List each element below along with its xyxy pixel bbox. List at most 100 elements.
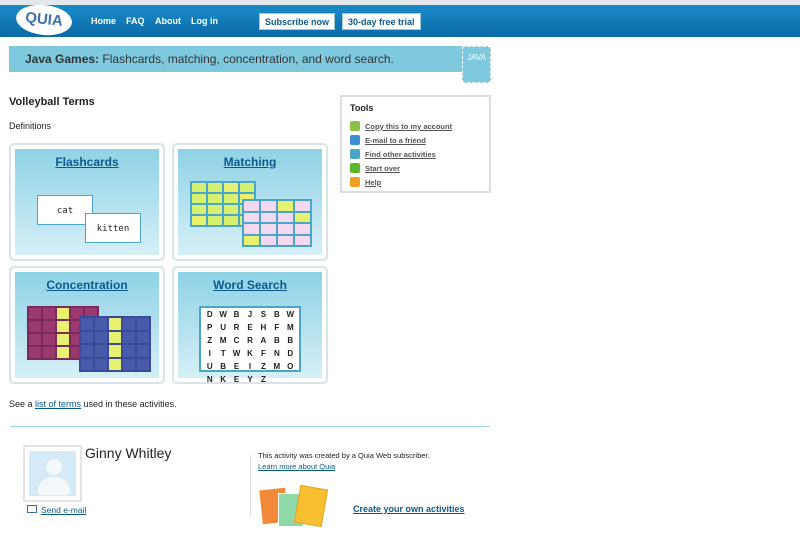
free-trial-button[interactable]: 30-day free trial <box>342 13 421 30</box>
grid-tile <box>208 194 222 203</box>
flashcards-card[interactable]: Flashcards cat kitten <box>9 143 165 261</box>
word-search-letter: B <box>273 336 280 345</box>
grid-tile <box>29 321 41 332</box>
tool-item[interactable]: Copy this to my account <box>350 119 481 133</box>
grid-tile <box>57 347 69 358</box>
terms-note: See a list of terms used in these activi… <box>9 399 177 409</box>
java-badge: JAVA <box>462 46 491 83</box>
grid-tile <box>137 345 149 357</box>
grid-tile <box>295 212 310 222</box>
concentration-card[interactable]: Concentration <box>9 266 165 384</box>
tool-item[interactable]: Help <box>350 175 481 189</box>
concentration-grid-2 <box>79 316 151 372</box>
word-search-letter: M <box>273 362 281 371</box>
divider <box>10 426 490 427</box>
tool-item[interactable]: Find other activities <box>350 147 481 161</box>
learn-more-link[interactable]: Learn more about Quia <box>258 462 336 471</box>
quia-logo[interactable]: QUIA <box>14 2 74 38</box>
tool-link[interactable]: Find other activities <box>365 149 436 159</box>
grid-tile <box>123 331 135 343</box>
concentration-link[interactable]: Concentration <box>46 278 128 292</box>
envelope-icon <box>27 505 37 513</box>
matching-card[interactable]: Matching <box>172 143 328 261</box>
word-search-letter: W <box>286 310 295 319</box>
top-strip <box>0 0 800 5</box>
word-search-letter: O <box>287 362 294 371</box>
word-search-letter: R <box>233 323 240 332</box>
word-search-link[interactable]: Word Search <box>213 278 287 292</box>
tool-link[interactable]: E-mail to a friend <box>365 135 426 145</box>
grid-tile <box>278 212 293 222</box>
word-search-letter: U <box>206 362 213 371</box>
tool-link[interactable]: Start over <box>365 163 401 173</box>
send-email-link[interactable]: Send e-mail <box>27 505 86 515</box>
grid-tile <box>109 345 121 357</box>
word-search-letter: D <box>206 310 213 319</box>
word-search-letter: E <box>233 362 240 371</box>
grid-tile <box>261 224 276 234</box>
help-icon <box>350 177 360 187</box>
word-search-letter: B <box>220 362 227 371</box>
word-search-letter: K <box>247 349 253 358</box>
grid-tile <box>123 345 135 357</box>
grid-tile <box>29 308 41 319</box>
nav-login[interactable]: Log in <box>191 16 218 26</box>
grid-tile <box>81 358 93 370</box>
grid-tile <box>43 347 55 358</box>
tool-link[interactable]: Help <box>365 177 382 187</box>
word-search-letter: E <box>247 323 253 332</box>
grid-tile <box>123 358 135 370</box>
matching-link[interactable]: Matching <box>223 155 277 169</box>
see-pre: See a <box>9 399 36 409</box>
word-search-letter: K <box>220 375 227 384</box>
promo-message: This activity was created by a Quia Web … <box>258 451 430 460</box>
word-search-letter: N <box>206 375 213 384</box>
search-icon <box>350 149 360 159</box>
tool-item[interactable]: Start over <box>350 161 481 175</box>
nav-bar: QUIA Home FAQ About Log in Subscribe now… <box>0 2 800 38</box>
grid-tile <box>71 308 83 319</box>
nav-home[interactable]: Home <box>91 16 117 26</box>
author-name: Ginny Whitley <box>85 445 172 461</box>
grid-tile <box>81 331 93 343</box>
grid-tile <box>244 201 259 211</box>
word-search-letter: R <box>247 336 253 345</box>
tools-heading: Tools <box>350 103 374 113</box>
email-friend-icon <box>350 135 360 145</box>
grid-tile <box>192 216 206 225</box>
grid-tile <box>240 194 254 203</box>
subscribe-button[interactable]: Subscribe now <box>259 13 336 30</box>
word-search-letter: M <box>219 336 227 345</box>
grid-tile <box>261 201 276 211</box>
java-games-banner: Java Games: Flashcards, matching, concen… <box>9 46 491 72</box>
word-search-letter: Y <box>247 375 253 384</box>
word-search-letter: E <box>233 375 240 384</box>
send-email-label[interactable]: Send e-mail <box>41 505 87 515</box>
nav-about[interactable]: About <box>155 16 181 26</box>
tool-link[interactable]: Copy this to my account <box>365 121 453 131</box>
word-search-letter: Z <box>260 375 266 384</box>
flashcards-link[interactable]: Flashcards <box>55 155 119 169</box>
list-of-terms-link[interactable]: list of terms <box>35 399 82 409</box>
word-search-letter: S <box>260 310 267 319</box>
grid-tile <box>224 205 238 214</box>
create-activities-link[interactable]: Create your own activities <box>353 504 465 514</box>
grid-tile <box>29 347 41 358</box>
grid-tile <box>244 224 259 234</box>
word-search-letter: I <box>208 349 211 358</box>
word-search-letter: B <box>273 310 280 319</box>
tool-item[interactable]: E-mail to a friend <box>350 133 481 147</box>
word-search-letter: F <box>260 349 266 358</box>
grid-tile <box>123 318 135 330</box>
flashcard-kitten: kitten <box>85 213 141 243</box>
grid-tile <box>295 201 310 211</box>
grid-tile <box>71 334 83 345</box>
grid-tile <box>57 308 69 319</box>
rewind-icon <box>350 163 360 173</box>
grid-tile <box>240 183 254 192</box>
grid-tile <box>95 318 107 330</box>
grid-tile <box>244 212 259 222</box>
word-search-letter: N <box>273 349 280 358</box>
nav-faq[interactable]: FAQ <box>126 16 145 26</box>
